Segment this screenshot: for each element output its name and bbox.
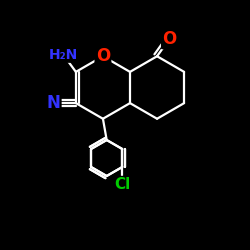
- Text: N: N: [46, 94, 60, 112]
- Text: O: O: [162, 30, 176, 48]
- Text: O: O: [96, 47, 110, 65]
- Text: H₂N: H₂N: [49, 48, 78, 62]
- Text: Cl: Cl: [114, 177, 130, 192]
